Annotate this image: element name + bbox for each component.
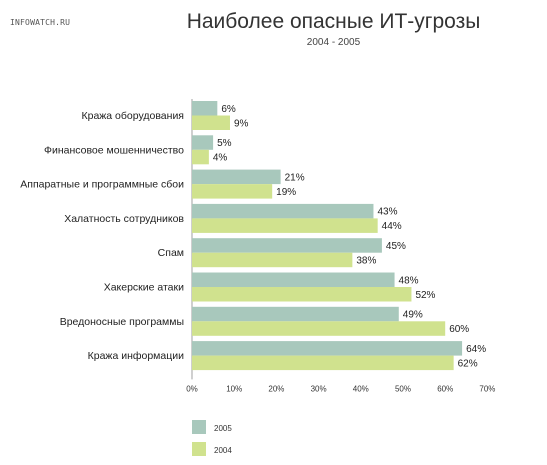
bar-2005-7 [192,341,463,356]
value-label-2004-0: 9% [234,118,249,129]
legend-swatch-2004 [192,442,206,456]
category-label-1: Финансовое мошенничество [44,144,184,156]
value-label-2005-7: 64% [466,344,486,355]
category-label-6: Вредоносные программы [60,316,184,328]
category-label-0: Кража оборудования [81,110,184,122]
bar-2004-2 [192,184,273,199]
bar-2004-6 [192,321,446,336]
x-tick-label-0: 0% [186,384,198,393]
bar-2004-7 [192,355,454,371]
value-label-2005-5: 48% [399,275,419,286]
value-label-2004-2: 19% [276,187,296,198]
x-tick-label-5: 50% [395,384,411,393]
x-tick-label-3: 30% [311,384,327,393]
bar-2005-4 [192,238,382,253]
bar-2005-6 [192,306,399,322]
chart-subtitle: 2004 - 2005 [306,37,361,48]
category-label-5: Хакерские атаки [104,282,184,294]
bar-2004-5 [192,287,412,302]
legend-label-2005: 2005 [214,424,232,433]
bar-2004-1 [192,149,209,165]
bar-2005-3 [192,203,374,219]
legend-swatch-2005 [192,420,206,434]
x-tick-label-4: 40% [353,384,369,393]
value-label-2005-6: 49% [403,310,423,321]
bar-2004-4 [192,252,353,268]
bar-2005-1 [192,135,214,150]
category-label-7: Кража информации [88,350,184,362]
chart-title: Наиболее опасные ИТ-угрозы [186,10,481,33]
bar-2004-0 [192,115,230,130]
bar-2005-2 [192,169,281,185]
value-label-2004-5: 52% [415,290,435,301]
category-label-3: Халатность сотрудников [64,213,184,225]
value-label-2005-0: 6% [221,104,236,115]
value-label-2004-7: 62% [458,358,478,369]
x-tick-label-7: 70% [479,384,495,393]
watermark: INFOWATCH.RU [10,18,71,27]
value-label-2005-1: 5% [217,138,232,149]
value-label-2004-3: 44% [382,221,402,232]
x-tick-label-1: 10% [226,384,242,393]
category-label-2: Аппаратные и программные сбои [20,179,184,191]
legend-label-2004: 2004 [214,446,232,455]
value-label-2004-1: 4% [213,153,228,164]
category-label-4: Спам [158,247,184,259]
x-tick-label-2: 20% [268,384,284,393]
value-label-2004-4: 38% [356,255,376,266]
x-tick-label-6: 60% [437,384,453,393]
value-label-2004-6: 60% [449,324,469,335]
value-label-2005-2: 21% [285,172,305,183]
value-label-2005-4: 45% [386,241,406,252]
bar-2005-5 [192,272,395,287]
bar-2004-3 [192,218,378,233]
value-label-2005-3: 43% [377,207,397,218]
bar-2005-0 [192,101,218,116]
